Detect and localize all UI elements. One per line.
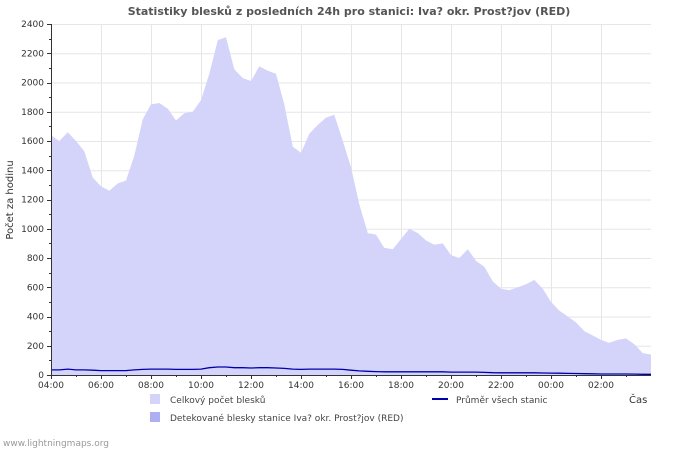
x-axis-label: Čas bbox=[629, 393, 647, 406]
y-tick-label: 600 bbox=[27, 283, 44, 293]
legend-swatch-0 bbox=[150, 394, 160, 404]
y-tick-label: 2000 bbox=[21, 79, 44, 89]
y-tick-label: 800 bbox=[27, 254, 44, 264]
y-tick-label: 1400 bbox=[21, 166, 44, 176]
footer-credit: www.lightningmaps.org bbox=[3, 439, 109, 449]
legend-label-2: Detekované blesky stanice Iva? okr. Pros… bbox=[170, 413, 403, 424]
y-tick-label: 200 bbox=[27, 342, 44, 352]
series-lines bbox=[51, 366, 651, 375]
x-tick-label: 00:00 bbox=[538, 381, 564, 391]
x-tick-label: 08:00 bbox=[138, 381, 164, 391]
x-tick-label: 06:00 bbox=[88, 381, 114, 391]
x-tick-label: 20:00 bbox=[438, 381, 464, 391]
x-tick-label: 04:00 bbox=[38, 381, 64, 391]
legend-label-1: Průměr všech stanic bbox=[456, 395, 548, 406]
chart-title: Statistiky blesků z posledních 24h pro s… bbox=[128, 5, 571, 18]
legend: Celkový počet blesků Průměr všech stanic D… bbox=[150, 394, 548, 424]
x-tick-label: 10:00 bbox=[188, 381, 214, 391]
x-tick-label: 02:00 bbox=[588, 381, 614, 391]
y-axis-label: Počet za hodinu bbox=[4, 160, 16, 239]
series-line-2 bbox=[51, 366, 651, 375]
x-tick-labels: 04:00 06:00 08:00 10:00 12:00 14:00 16:00 18:00… bbox=[38, 375, 627, 391]
y-tick-label: 0 bbox=[38, 371, 44, 381]
y-tick-label: 1600 bbox=[21, 137, 44, 147]
y-tick-label: 2200 bbox=[21, 49, 44, 59]
y-tick-label: 400 bbox=[27, 313, 44, 323]
legend-swatch-2 bbox=[150, 412, 160, 422]
series-area-0 bbox=[51, 37, 651, 375]
x-tick-label: 22:00 bbox=[488, 381, 514, 391]
x-tick-label: 18:00 bbox=[388, 381, 414, 391]
x-tick-label: 14:00 bbox=[288, 381, 314, 391]
x-tick-label: 16:00 bbox=[338, 381, 364, 391]
series-areas bbox=[51, 37, 651, 375]
y-tick-label: 1800 bbox=[21, 108, 44, 118]
legend-label-0: Celkový počet blesků bbox=[170, 395, 265, 406]
y-tick-label: 1000 bbox=[21, 225, 44, 235]
y-tick-labels: 0 200 400 600 800 1000 1200 1400 1600 1800 2000 220… bbox=[21, 20, 51, 381]
y-tick-label: 2400 bbox=[21, 20, 44, 30]
y-tick-label: 1200 bbox=[21, 196, 44, 206]
x-tick-label: 12:00 bbox=[238, 381, 264, 391]
